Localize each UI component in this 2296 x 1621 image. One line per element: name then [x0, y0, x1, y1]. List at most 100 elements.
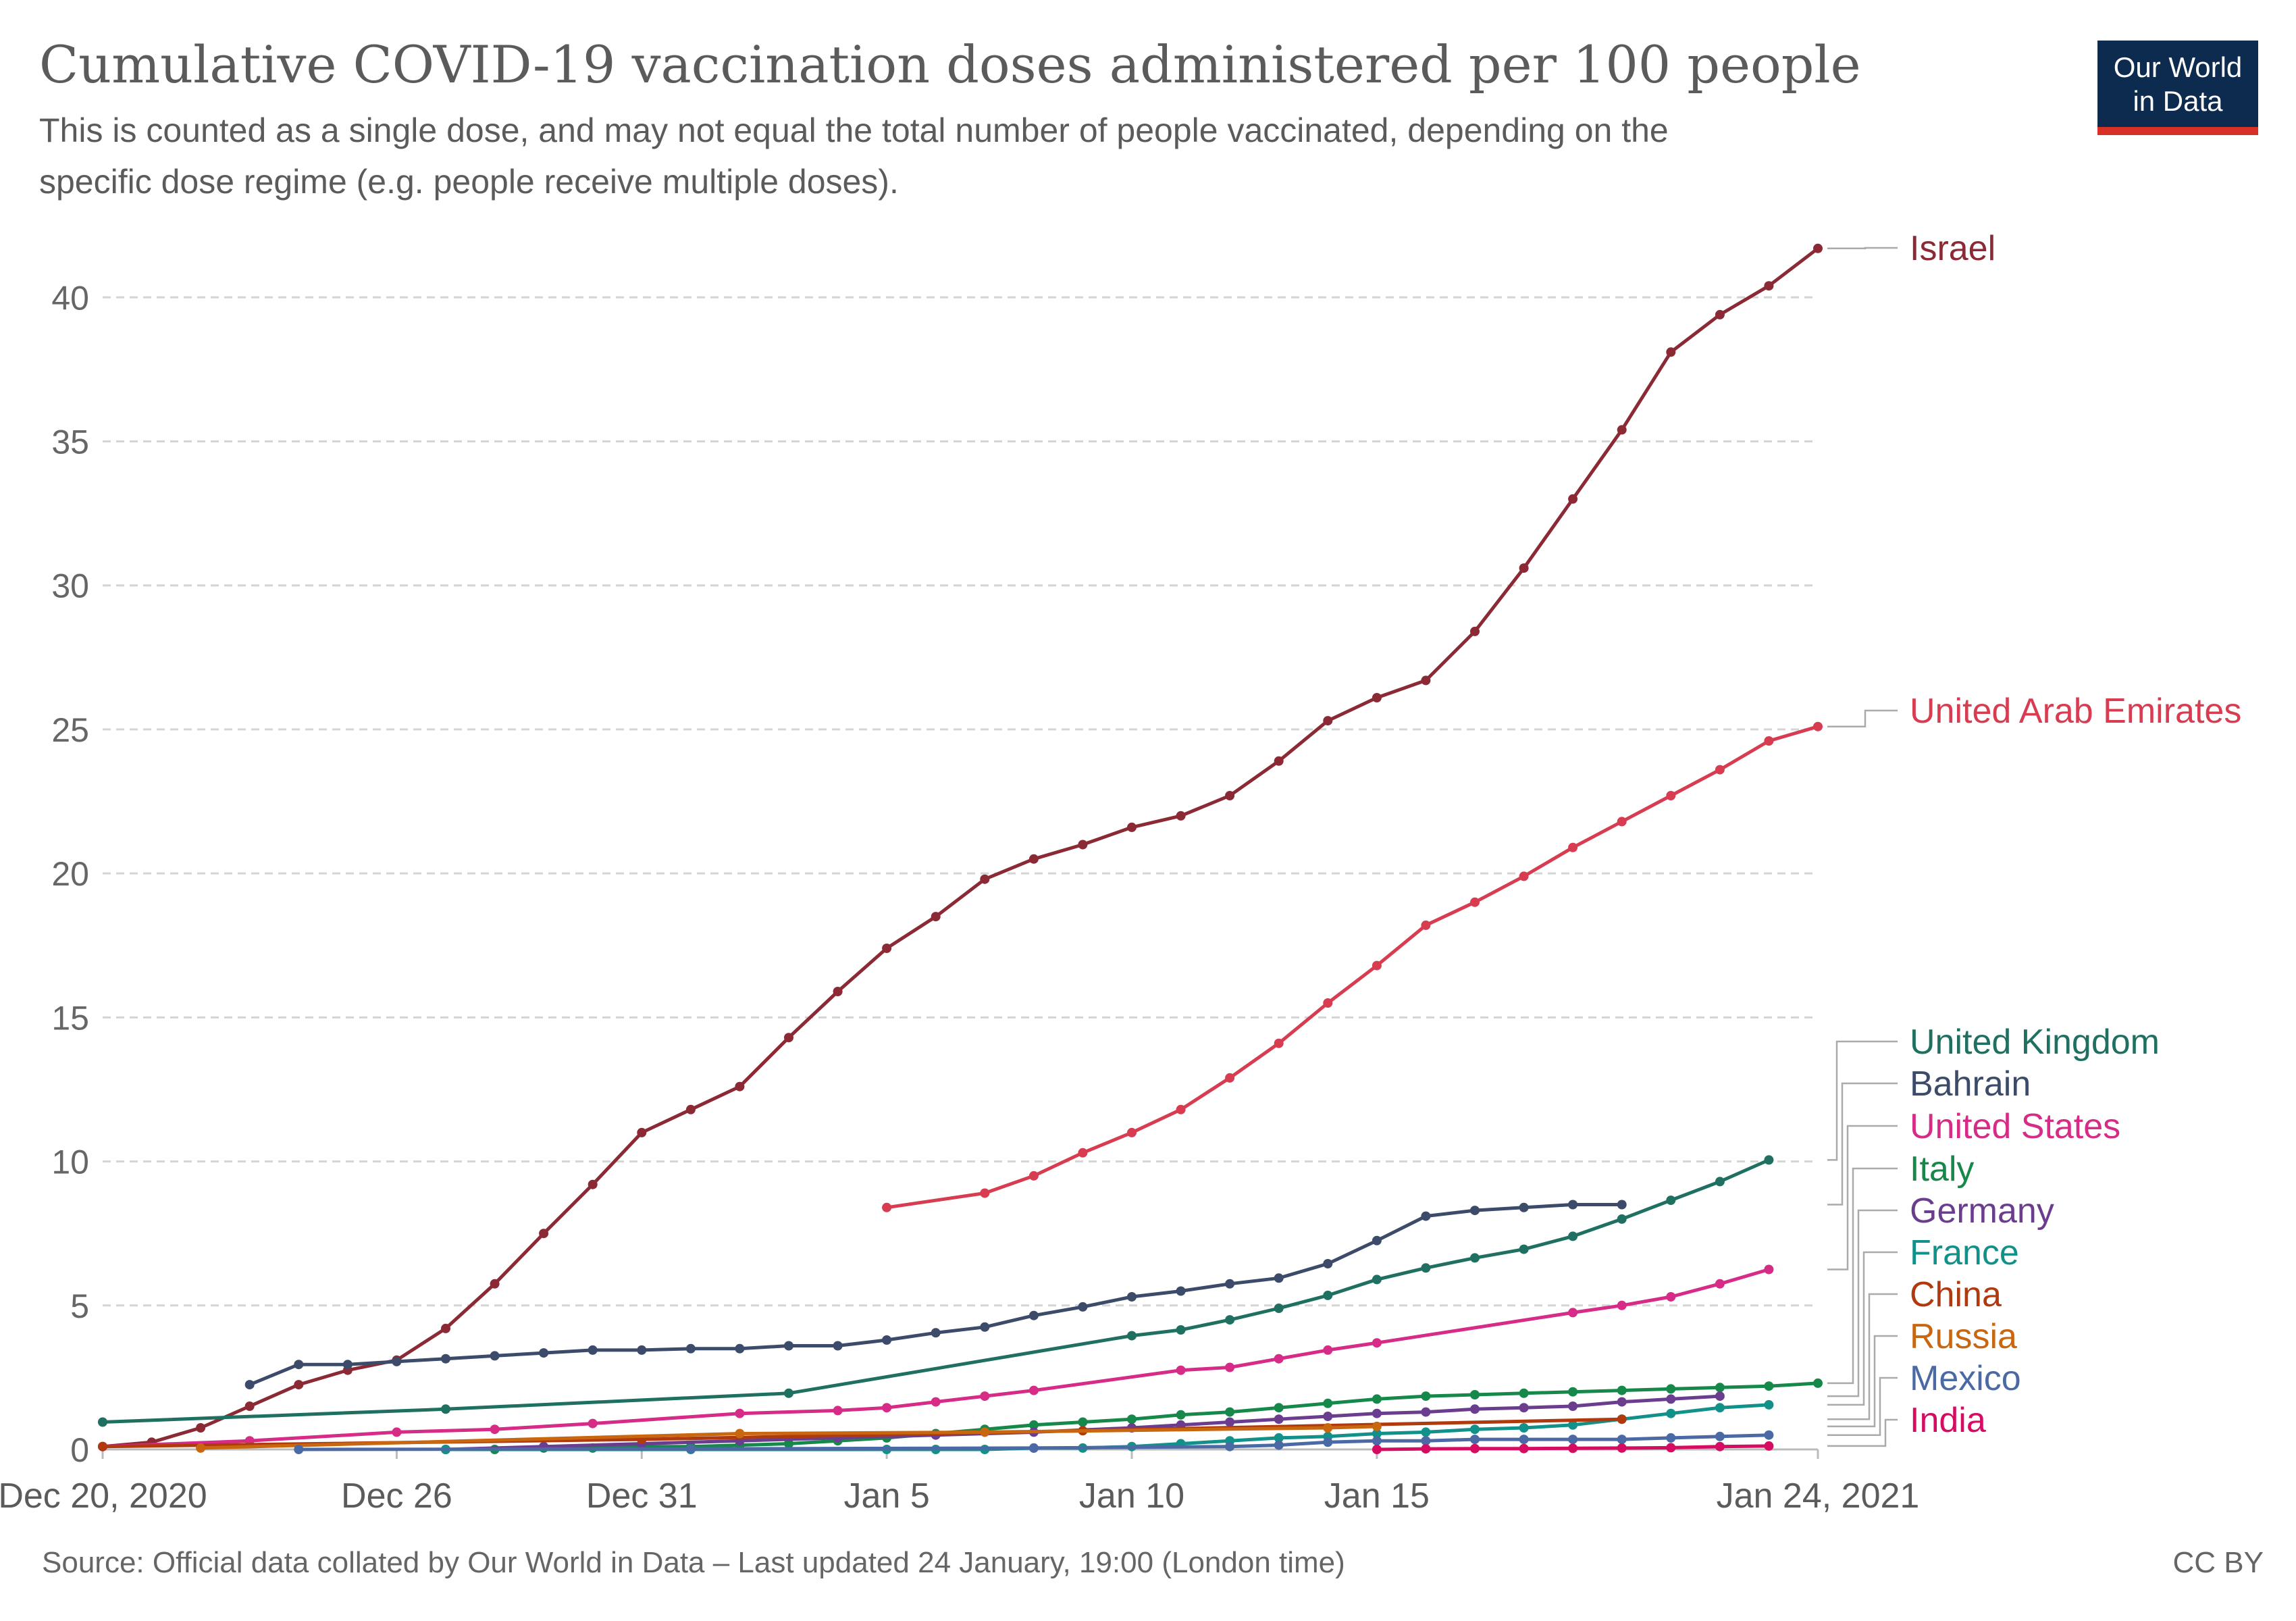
point-bahrain	[1372, 1235, 1382, 1245]
point-mexico	[1666, 1433, 1676, 1443]
y-tick-label: 10	[51, 1143, 89, 1181]
legend-item-india[interactable]: India	[1827, 1401, 1986, 1447]
point-israel	[1323, 716, 1333, 726]
point-bahrain	[784, 1341, 793, 1351]
series-russia[interactable]	[196, 1421, 1382, 1453]
point-bahrain	[1225, 1279, 1235, 1289]
x-tick-label: Dec 26	[341, 1476, 452, 1516]
point-united-arab-emirates	[1764, 736, 1774, 746]
point-bahrain	[1323, 1259, 1333, 1268]
point-united-states	[1617, 1300, 1627, 1310]
series-mexico[interactable]	[294, 1430, 1774, 1454]
point-united-states	[1225, 1362, 1235, 1372]
legend-label: Mexico	[1910, 1359, 2021, 1398]
point-united-states	[1568, 1308, 1578, 1318]
point-mexico	[685, 1444, 696, 1454]
point-italy	[1568, 1387, 1578, 1397]
legend-item-germany[interactable]: Germany	[1827, 1191, 2054, 1397]
legend-item-israel[interactable]: Israel	[1827, 229, 1995, 268]
legend-item-france[interactable]: France	[1827, 1233, 2019, 1406]
x-tick-label: Jan 24, 2021	[1717, 1476, 1920, 1516]
logo-accent-bar	[2097, 127, 2258, 135]
owid-logo[interactable]: Our World in Data	[2097, 41, 2258, 135]
legend-item-united-states[interactable]: United States	[1827, 1107, 2120, 1270]
point-united-states	[1176, 1365, 1186, 1375]
series-india[interactable]	[1372, 1441, 1774, 1454]
point-india	[1666, 1443, 1676, 1453]
point-united-arab-emirates	[1617, 817, 1627, 827]
point-israel	[539, 1229, 549, 1239]
legend-item-italy[interactable]: Italy	[1827, 1150, 1974, 1385]
point-bahrain	[441, 1354, 450, 1364]
legend-connector	[1827, 1376, 1898, 1436]
point-united-states	[1666, 1292, 1676, 1302]
point-bahrain	[1176, 1286, 1186, 1296]
point-mexico	[1617, 1435, 1627, 1445]
point-mexico	[1568, 1435, 1578, 1445]
license-link[interactable]: CC BY	[2173, 1546, 2264, 1579]
legend-item-united-kingdom[interactable]: United Kingdom	[1827, 1023, 2160, 1161]
point-israel	[441, 1323, 450, 1333]
series-united-arab-emirates[interactable]	[882, 721, 1823, 1212]
point-india	[1617, 1443, 1627, 1453]
legend-connector	[1827, 1125, 1898, 1270]
point-united-kingdom	[1323, 1290, 1333, 1300]
point-russia	[196, 1443, 206, 1453]
point-israel	[931, 912, 941, 922]
y-tick-label: 25	[51, 711, 89, 749]
point-bahrain	[1127, 1292, 1137, 1302]
logo-line-1: Our World	[2114, 51, 2243, 83]
legend-item-united-arab-emirates[interactable]: United Arab Emirates	[1827, 692, 2241, 731]
series-united-kingdom[interactable]	[98, 1155, 1774, 1427]
point-mexico	[294, 1445, 304, 1454]
line-israel	[102, 247, 1819, 1449]
point-mexico	[1715, 1431, 1725, 1441]
legend-item-bahrain[interactable]: Bahrain	[1827, 1064, 2031, 1206]
legend-item-china[interactable]: China	[1827, 1275, 2002, 1420]
point-bahrain	[392, 1356, 402, 1366]
series-bahrain[interactable]	[244, 1200, 1627, 1390]
point-united-arab-emirates	[1323, 998, 1333, 1008]
y-tick-label: 15	[51, 999, 89, 1037]
point-israel	[1225, 791, 1235, 800]
legend-label: China	[1910, 1275, 2002, 1314]
point-italy	[1666, 1384, 1676, 1394]
point-israel	[196, 1423, 206, 1433]
point-bahrain	[1274, 1273, 1284, 1283]
legend-label: United Kingdom	[1910, 1023, 2160, 1062]
point-united-arab-emirates	[1225, 1073, 1235, 1083]
point-germany	[1323, 1412, 1333, 1421]
series-israel[interactable]	[98, 243, 1823, 1451]
series-lines	[98, 243, 1823, 1454]
point-united-kingdom	[441, 1404, 450, 1414]
legend-connector	[1827, 1251, 1898, 1406]
point-bahrain	[980, 1322, 990, 1332]
point-india	[1519, 1443, 1529, 1453]
legend-item-mexico[interactable]: Mexico	[1827, 1359, 2021, 1436]
y-tick-label: 0	[70, 1431, 89, 1469]
point-italy	[1028, 1420, 1039, 1430]
legend-label: Germany	[1910, 1191, 2054, 1231]
point-bahrain	[1470, 1206, 1480, 1216]
source-note[interactable]: Source: Official data collated by Our Wo…	[42, 1546, 1345, 1579]
point-bahrain	[637, 1345, 647, 1355]
legend-item-russia[interactable]: Russia	[1827, 1317, 2017, 1428]
legend-connector	[1827, 1209, 1898, 1397]
point-united-arab-emirates	[1028, 1170, 1039, 1181]
x-tick-label: Jan 15	[1324, 1476, 1430, 1516]
point-bahrain	[1078, 1302, 1088, 1312]
point-france	[1372, 1429, 1382, 1439]
point-bahrain	[539, 1348, 549, 1358]
series-united-states[interactable]	[98, 1264, 1774, 1451]
point-bahrain	[1519, 1202, 1529, 1212]
point-bahrain	[1028, 1310, 1039, 1320]
point-united-states	[1372, 1338, 1382, 1348]
x-tick-label: Jan 10	[1079, 1476, 1184, 1516]
point-france	[1470, 1424, 1480, 1435]
point-bahrain	[685, 1343, 696, 1354]
point-italy	[1176, 1410, 1186, 1420]
point-italy	[1274, 1403, 1284, 1413]
point-germany	[1519, 1403, 1529, 1413]
point-united-states	[1323, 1345, 1333, 1355]
point-germany	[1568, 1401, 1578, 1411]
